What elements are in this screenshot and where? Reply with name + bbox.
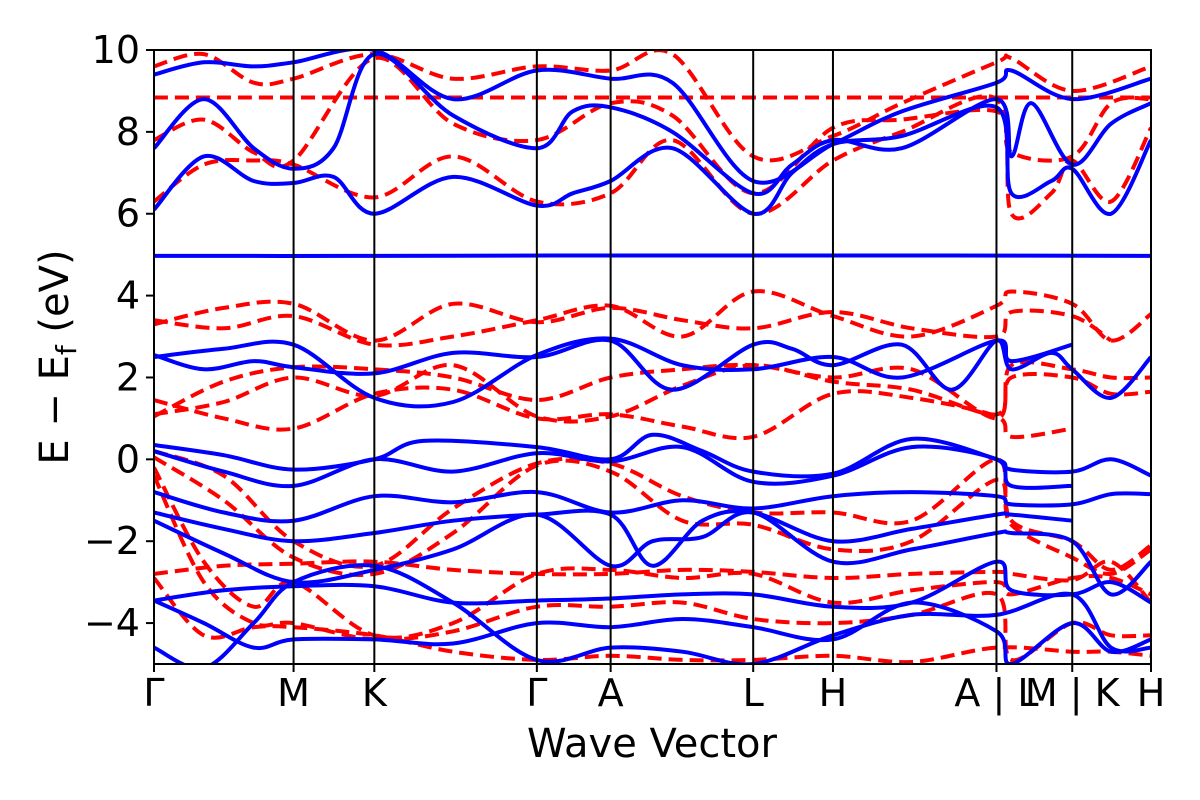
band-line-solid-10 <box>154 510 1151 597</box>
band-line-dashed-11 <box>154 559 1151 604</box>
band-line-solid-13 <box>154 563 1151 664</box>
kpoint-lines <box>292 50 1074 664</box>
band-line-dashed-13 <box>154 474 1151 663</box>
y-tick-label: −2 <box>84 519 140 563</box>
y-tick-label: 8 <box>116 110 140 154</box>
x-tick-label: H <box>819 671 848 715</box>
series-dashed <box>154 50 1151 664</box>
x-axis-label: Wave Vector <box>527 721 778 767</box>
x-tick-label: M | K <box>1025 671 1121 716</box>
y-axis-label-unit: (eV) <box>32 249 78 345</box>
y-axis-label: E − Ef (eV) <box>32 249 83 464</box>
x-tick-label: A | L <box>954 671 1038 716</box>
y-tick-label: 4 <box>116 274 140 318</box>
x-tick-label: Γ <box>143 671 164 715</box>
y-tick-label: 0 <box>116 437 140 481</box>
x-tick-label: K <box>362 671 388 715</box>
y-tick-label: 10 <box>92 28 140 72</box>
y-axis-ticks: −4 −2 0 2 4 6 8 10 <box>84 28 154 645</box>
band-line-solid-0 <box>154 103 1151 216</box>
y-tick-label: 2 <box>116 355 140 399</box>
band-line-solid-9 <box>154 508 1073 568</box>
band-line-dashed-9 <box>154 449 1151 572</box>
band-line-solid-2 <box>154 50 1151 185</box>
plot-frame <box>153 49 1152 665</box>
series-solid <box>154 50 1151 664</box>
bands-group <box>154 50 1151 664</box>
band-line-solid-6 <box>154 432 1151 479</box>
x-tick-label: A <box>598 671 624 715</box>
band-line-dashed-8 <box>154 385 1073 441</box>
x-tick-label: Γ <box>526 671 547 715</box>
band-line-solid-1 <box>154 51 1151 196</box>
x-tick-label: M <box>277 671 310 715</box>
x-tick-label: H <box>1137 671 1166 715</box>
band-line-solid-12 <box>154 598 1151 664</box>
band-line-solid-5 <box>154 336 1073 409</box>
band-line-dashed-10 <box>154 455 1151 577</box>
y-axis-label-main: E − E <box>32 355 78 465</box>
x-axis-ticks: Γ M K Γ A L H A | LM | K H <box>143 664 1165 716</box>
band-line-dashed-12 <box>154 466 1151 640</box>
x-tick-label: L <box>743 671 764 715</box>
band-line-dashed-5 <box>154 299 1113 343</box>
band-line-dashed-4 <box>154 289 1151 348</box>
y-tick-label: −4 <box>84 601 140 645</box>
band-line-dashed-6 <box>154 360 1151 421</box>
band-line-dashed-14 <box>154 576 1151 664</box>
band-line-solid-8 <box>154 489 1151 524</box>
band-line-solid-7 <box>154 444 1073 490</box>
y-tick-label: 6 <box>116 192 140 236</box>
band-line-solid-11 <box>154 559 1151 611</box>
y-axis-label-subscript: f <box>50 344 83 355</box>
